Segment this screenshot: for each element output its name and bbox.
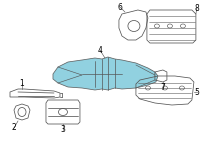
Text: 6: 6: [117, 2, 122, 11]
Text: 4: 4: [98, 46, 102, 55]
Polygon shape: [53, 57, 158, 90]
Text: 3: 3: [61, 126, 65, 135]
Text: 1: 1: [20, 78, 24, 87]
Text: 2: 2: [12, 123, 16, 132]
Text: 5: 5: [194, 87, 199, 96]
Text: 8: 8: [195, 4, 199, 12]
Text: 7: 7: [160, 82, 165, 91]
